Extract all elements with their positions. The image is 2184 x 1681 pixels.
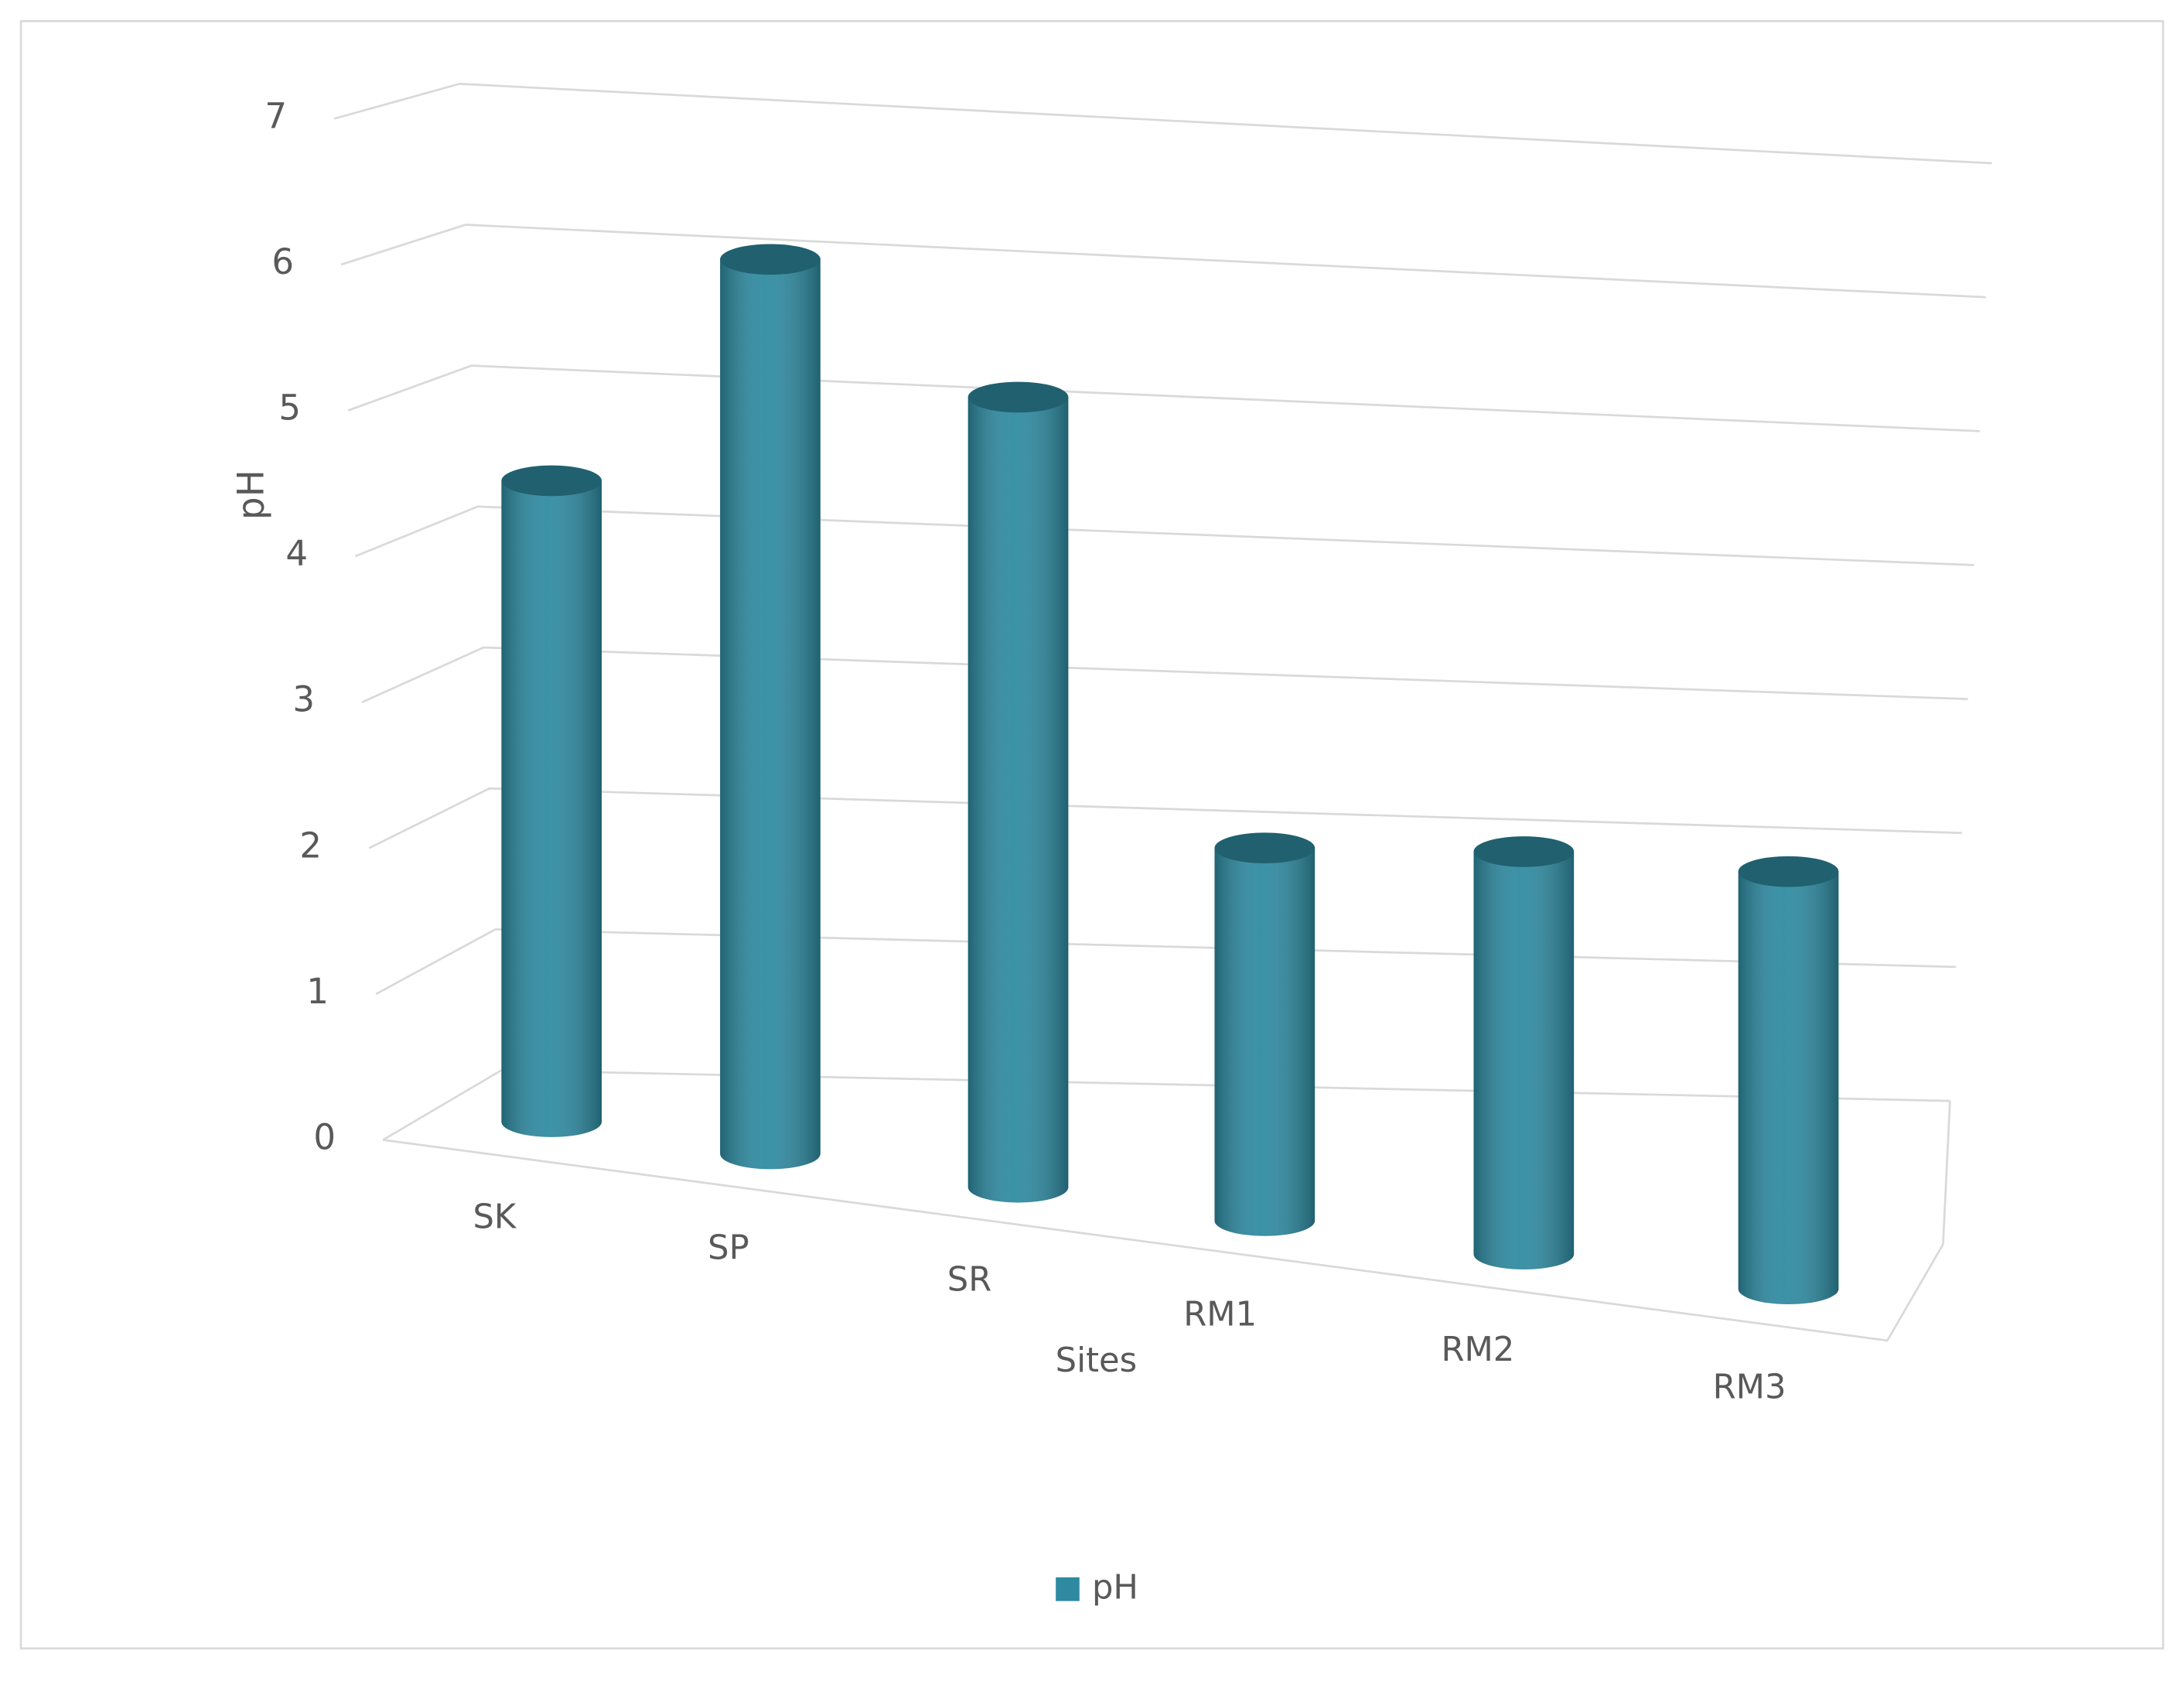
- bar-top: [1214, 832, 1316, 864]
- x-tick-label: SP: [708, 1228, 749, 1267]
- x-tick-label: RM3: [1713, 1368, 1786, 1406]
- bar-top-shade: [967, 381, 1069, 413]
- y-tick-label: 1: [306, 971, 329, 1012]
- bar-shading: [1473, 851, 1575, 1270]
- y-tick-label: 7: [264, 95, 287, 136]
- grid-line: [354, 505, 1974, 566]
- bar-top-shade: [720, 244, 821, 275]
- bar-shading: [967, 397, 1069, 1203]
- bar-top: [720, 244, 821, 275]
- bar-top: [501, 465, 602, 497]
- floor: [383, 1139, 1944, 1342]
- x-axis-title: Sites: [1056, 1341, 1138, 1380]
- x-tick-label: SR: [947, 1261, 991, 1300]
- y-tick-label: 2: [299, 825, 322, 866]
- bar-top: [1473, 836, 1575, 867]
- grid-line: [347, 364, 1981, 432]
- x-tick-label: RM1: [1183, 1296, 1257, 1334]
- bar-top-shade: [1738, 856, 1839, 887]
- bar-shading: [1214, 848, 1316, 1236]
- grid-line: [368, 787, 1962, 849]
- grid-line: [375, 928, 1957, 996]
- y-tick-label: 0: [313, 1117, 336, 1158]
- bar-top: [967, 381, 1069, 413]
- bar-top: [1738, 856, 1839, 887]
- legend-swatch: [1056, 1577, 1080, 1601]
- y-tick-label: 4: [285, 533, 308, 574]
- bar-shading: [720, 259, 821, 1170]
- bar-shading: [1738, 871, 1839, 1305]
- grid-line: [361, 646, 1968, 703]
- y-tick-label: 5: [278, 388, 301, 429]
- chart-border: [19, 19, 2165, 1650]
- y-tick-label: 3: [292, 679, 315, 720]
- bar-top-shade: [1214, 832, 1316, 864]
- grid-line: [333, 82, 1992, 165]
- bar-shading: [501, 480, 602, 1137]
- x-tick-label: RM2: [1441, 1331, 1514, 1369]
- y-tick-label: 6: [271, 241, 294, 282]
- legend-label: pH: [1092, 1569, 1138, 1608]
- bar-top-shade: [1473, 836, 1575, 867]
- bar-top-shade: [501, 465, 602, 497]
- y-axis-title: pH: [230, 470, 272, 520]
- floor-edge: [1942, 1101, 1951, 1245]
- grid-line: [340, 224, 1986, 299]
- x-tick-label: SK: [473, 1198, 517, 1237]
